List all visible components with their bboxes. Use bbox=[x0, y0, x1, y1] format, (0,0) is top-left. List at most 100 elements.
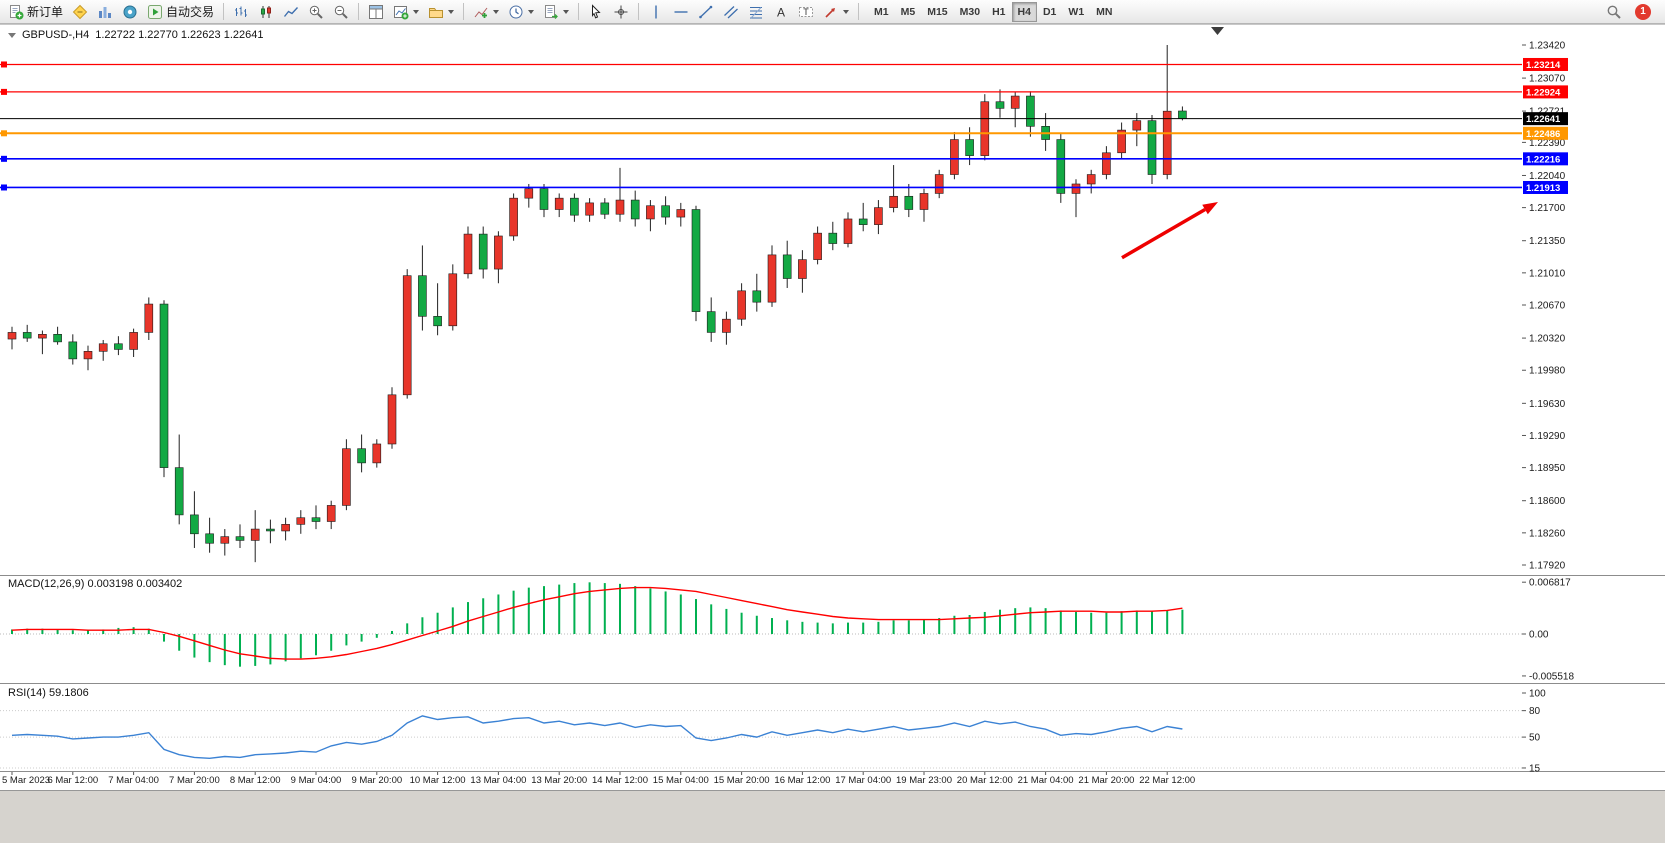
candle-bearish bbox=[174, 467, 184, 516]
notification-badge[interactable]: 1 bbox=[1635, 3, 1651, 20]
channel-tool-button[interactable] bbox=[719, 1, 743, 22]
price-scale-label: 1.20320 bbox=[1529, 334, 1566, 345]
cursor-icon bbox=[588, 3, 604, 20]
metaeditor-button[interactable] bbox=[68, 1, 92, 22]
trendline-tool-button[interactable] bbox=[694, 1, 718, 22]
line-left-handle[interactable] bbox=[1, 61, 7, 68]
timeframe-M5-button[interactable]: M5 bbox=[895, 2, 922, 22]
text-label-tool-button[interactable]: T bbox=[794, 1, 818, 22]
timeframe-D1-button[interactable]: D1 bbox=[1037, 2, 1062, 22]
candle-bearish bbox=[266, 528, 275, 532]
price-chart-canvas[interactable]: 1.23420 1.23070 1.22721 1.22390 1.22040 1.217… bbox=[0, 24, 1665, 790]
candle-bearish bbox=[752, 290, 762, 303]
candle-bullish bbox=[296, 517, 306, 525]
candle-bearish bbox=[570, 197, 579, 216]
candlestick-chart-button[interactable] bbox=[254, 1, 278, 22]
window-chrome bbox=[0, 790, 1665, 843]
candle-bullish bbox=[281, 524, 290, 532]
candle-bearish bbox=[600, 202, 610, 215]
support-button[interactable] bbox=[118, 1, 142, 22]
text-tool-button[interactable]: A bbox=[769, 1, 793, 22]
trend-arrow[interactable] bbox=[1121, 207, 1206, 260]
time-axis-label: 21 Mar 04:00 bbox=[1018, 775, 1074, 786]
candle-bullish bbox=[83, 351, 93, 360]
price-scale-label: 1.18600 bbox=[1529, 496, 1566, 507]
price-scale-label: 1.21010 bbox=[1529, 268, 1566, 279]
timeframe-M1-button[interactable]: M1 bbox=[868, 2, 895, 22]
new-order-icon bbox=[8, 4, 24, 20]
toolbar-separator bbox=[858, 3, 860, 20]
time-axis-label: 8 Mar 12:00 bbox=[230, 775, 281, 786]
collapse-chevron-icon[interactable] bbox=[8, 33, 16, 42]
time-axis-label: 9 Mar 04:00 bbox=[291, 775, 342, 786]
profiles-button[interactable] bbox=[424, 1, 458, 22]
horizontal-line-tool-button[interactable] bbox=[669, 1, 693, 22]
candle-bearish bbox=[539, 188, 549, 210]
chevron-down-icon bbox=[493, 10, 500, 17]
timeframe-H4-button[interactable]: H4 bbox=[1011, 1, 1037, 22]
candle-bullish bbox=[798, 259, 807, 279]
line-left-handle[interactable] bbox=[1, 130, 7, 137]
timeframe-M15-button[interactable]: M15 bbox=[921, 2, 953, 22]
candle-bearish bbox=[205, 533, 214, 544]
price-badge-label: 1.21913 bbox=[1526, 183, 1560, 194]
candle-bullish bbox=[919, 193, 929, 210]
new-chart-button[interactable] bbox=[389, 1, 423, 22]
auto-trading-icon bbox=[147, 4, 163, 20]
chevron-down-icon bbox=[413, 10, 420, 17]
line-left-handle[interactable] bbox=[1, 184, 7, 191]
zoom-in-button[interactable] bbox=[304, 1, 328, 22]
candle-bearish bbox=[1178, 110, 1187, 119]
tile-windows-button[interactable] bbox=[364, 1, 388, 22]
candle-bearish bbox=[1147, 120, 1157, 175]
timeframe-MN-button[interactable]: MN bbox=[1090, 2, 1118, 22]
timeframe-H1-button[interactable]: H1 bbox=[986, 2, 1011, 22]
crosshair-tool-button[interactable] bbox=[609, 1, 633, 22]
templates-button[interactable] bbox=[539, 1, 573, 22]
periods-button[interactable] bbox=[504, 1, 538, 22]
price-scale-label: 1.19290 bbox=[1529, 431, 1566, 442]
line-left-handle[interactable] bbox=[1, 155, 7, 162]
price-scale-label: 1.18260 bbox=[1529, 528, 1566, 539]
candles-layer bbox=[7, 45, 1187, 563]
crosshair-icon bbox=[613, 4, 629, 20]
price-scale-label: 1.23420 bbox=[1529, 41, 1566, 52]
grid-layer bbox=[0, 24, 1665, 772]
zoom-out-button[interactable] bbox=[329, 1, 353, 22]
candle-bullish bbox=[767, 254, 777, 303]
bar-chart-button[interactable] bbox=[229, 1, 253, 22]
chevron-down-icon bbox=[563, 10, 570, 17]
fibonacci-tool-button[interactable] bbox=[744, 1, 768, 22]
chevron-down-icon bbox=[448, 10, 455, 17]
macd-scale-label: 0.006817 bbox=[1529, 578, 1571, 589]
cursor-tool-button[interactable] bbox=[584, 1, 608, 22]
timeframe-W1-button[interactable]: W1 bbox=[1062, 2, 1090, 22]
candle-bullish bbox=[250, 528, 260, 541]
horizontal-line-icon bbox=[673, 4, 689, 20]
vertical-line-tool-button[interactable] bbox=[644, 1, 668, 22]
price-badge-label: 1.22641 bbox=[1526, 114, 1561, 125]
macd-indicator-label: MACD(12,26,9) 0.003198 0.003402 bbox=[8, 578, 183, 590]
time-axis-label: 22 Mar 12:00 bbox=[1139, 775, 1195, 786]
new-chart-icon bbox=[393, 4, 409, 20]
price-badge bbox=[1523, 180, 1568, 194]
price-scale-label: 1.22040 bbox=[1529, 171, 1566, 182]
timeframe-M30-button[interactable]: M30 bbox=[954, 2, 986, 22]
text-icon: A bbox=[773, 4, 789, 20]
candlestick-chart-icon bbox=[258, 4, 274, 20]
symbol-period-label: GBPUSD-,H4 bbox=[22, 29, 90, 41]
ind-layer bbox=[0, 582, 1522, 769]
time-axis-label: 20 Mar 12:00 bbox=[957, 775, 1013, 786]
chart-shift-marker[interactable] bbox=[1211, 27, 1224, 35]
search-button[interactable] bbox=[1602, 1, 1626, 22]
price-scale-label: 1.22721 bbox=[1529, 107, 1566, 118]
auto-trading-button[interactable]: 自动交易 bbox=[143, 1, 218, 22]
line-chart-button[interactable] bbox=[279, 1, 303, 22]
rsi-indicator-label: RSI(14) 59.1806 bbox=[8, 687, 89, 699]
toolbar-right-cluster: 1 bbox=[1602, 1, 1661, 22]
new-order-button[interactable]: 新订单 bbox=[4, 1, 67, 22]
market-watch-button[interactable] bbox=[93, 1, 117, 22]
indicators-button[interactable] bbox=[469, 1, 503, 22]
arrows-tool-button[interactable] bbox=[819, 1, 853, 22]
line-left-handle[interactable] bbox=[1, 88, 7, 95]
